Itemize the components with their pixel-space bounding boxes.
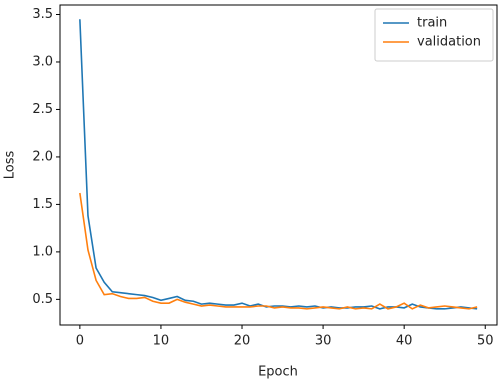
x-tick-label: 10 <box>153 334 170 349</box>
y-tick-label: 1.5 <box>32 197 53 212</box>
y-tick-label: 0.5 <box>32 292 53 307</box>
line-series <box>79 19 478 310</box>
y-tick-label: 1.0 <box>32 244 53 259</box>
y-tick-label: 2.0 <box>32 149 53 164</box>
y-tick-label: 3.5 <box>32 7 53 22</box>
y-tick-label: 2.5 <box>32 102 53 117</box>
legend-label: train <box>417 16 447 31</box>
x-tick-label: 20 <box>234 334 251 349</box>
legend-box <box>374 8 494 62</box>
x-tick-label: 40 <box>396 334 413 349</box>
x-tick-label: 0 <box>76 334 84 349</box>
x-tick-label: 30 <box>315 334 332 349</box>
legend-label: validation <box>417 35 481 50</box>
line-series <box>79 192 478 310</box>
x-axis-label: Epoch <box>258 365 298 380</box>
y-tick-label: 3.0 <box>32 54 53 69</box>
plot-frame <box>59 4 498 326</box>
y-axis-label: Loss <box>3 151 18 180</box>
x-tick-label: 50 <box>477 334 494 349</box>
